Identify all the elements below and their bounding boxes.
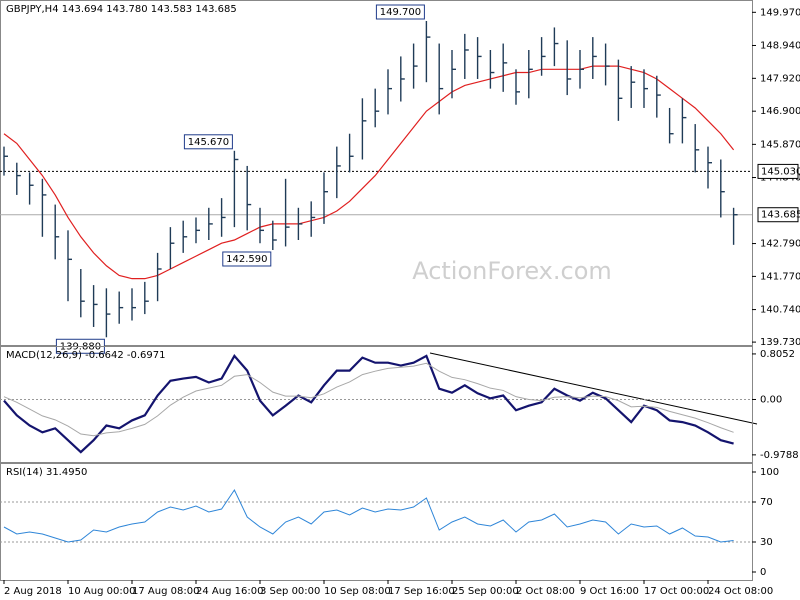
y-tick-label: 142.790 xyxy=(760,239,800,250)
y-tick-label: -0.9788 xyxy=(760,450,799,461)
price-label-box xyxy=(757,163,799,179)
y-tick-label: 141.770 xyxy=(760,271,800,282)
panel-frame xyxy=(0,346,753,463)
y-tick-label: 100 xyxy=(760,467,779,478)
x-tick-label: 17 Aug 08:00 xyxy=(132,586,199,597)
x-tick-label: 24 Oct 08:00 xyxy=(708,586,773,597)
annotation-box xyxy=(375,4,425,20)
x-tick-label: 2 Aug 2018 xyxy=(4,586,62,597)
x-tick-label: 2 Oct 08:00 xyxy=(516,586,575,597)
x-tick-label: 3 Sep 00:00 xyxy=(260,586,320,597)
x-tick-label: 24 Aug 16:00 xyxy=(196,586,263,597)
watermark: ActionForex.com xyxy=(412,257,612,285)
x-tick-label: 17 Oct 00:00 xyxy=(644,586,709,597)
x-tick-label: 17 Sep 16:00 xyxy=(388,586,455,597)
moving-average xyxy=(3,65,735,280)
annotation-label: 145.670 xyxy=(188,137,229,148)
y-tick-label: 139.730 xyxy=(760,337,800,348)
y-tick-label: 147.920 xyxy=(760,73,800,84)
indicator-line xyxy=(3,362,734,437)
panel-title: MACD(12,26,9) -0.6642 -0.6971 xyxy=(6,350,166,361)
y-tick-label: 146.900 xyxy=(760,106,800,117)
annotation-label: 142.590 xyxy=(226,254,267,265)
y-tick-label: 148.940 xyxy=(760,40,800,51)
annotation-box xyxy=(222,251,272,267)
indicator-line xyxy=(3,354,734,454)
y-tick-label: 140.740 xyxy=(760,305,800,316)
price-label: 143.685 xyxy=(761,210,800,221)
x-tick-label: 25 Sep 00:00 xyxy=(452,586,519,597)
y-tick-label: 30 xyxy=(760,537,773,548)
y-tick-label: 0.8052 xyxy=(760,349,795,360)
panel-title: RSI(14) 31.4950 xyxy=(6,467,87,478)
x-tick-label: 10 Aug 00:00 xyxy=(68,586,135,597)
annotation-label: 149.700 xyxy=(380,7,421,18)
panel-title: GBPJPY,H4 143.694 143.780 143.583 143.68… xyxy=(6,4,237,15)
y-tick-label: 145.870 xyxy=(760,139,800,150)
price-label: 145.030 xyxy=(761,166,800,177)
y-tick-label: 0 xyxy=(760,567,766,578)
price-label-box xyxy=(757,207,799,223)
y-tick-label: 149.970 xyxy=(760,7,800,18)
x-tick-label: 10 Sep 08:00 xyxy=(324,586,391,597)
trend-line xyxy=(429,352,758,425)
panel-frame xyxy=(0,0,753,346)
panel-frame xyxy=(0,463,753,581)
indicator-line xyxy=(3,488,734,543)
y-tick-label: 70 xyxy=(760,497,773,508)
y-tick-label: 0.00 xyxy=(760,394,782,405)
x-tick-label: 9 Oct 16:00 xyxy=(580,586,639,597)
annotation-box xyxy=(183,134,233,150)
